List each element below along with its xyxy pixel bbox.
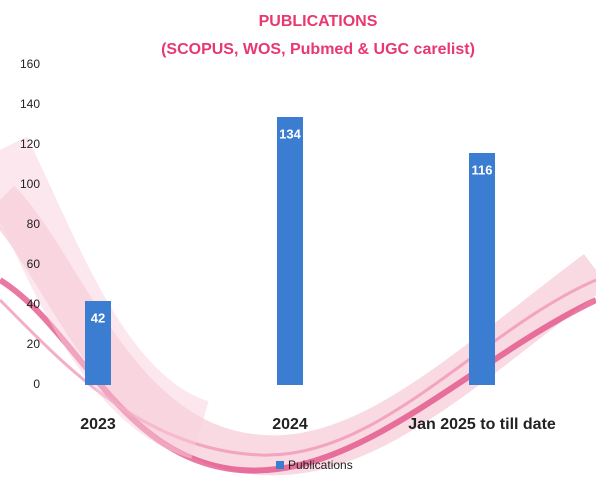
x-tick-label: 2024 [272, 416, 308, 433]
y-tick-label: 60 [27, 257, 41, 271]
value-label: 42 [91, 310, 105, 325]
y-tick-label: 0 [33, 377, 40, 391]
y-tick-label: 40 [27, 297, 41, 311]
bar [277, 117, 303, 385]
value-label: 134 [279, 126, 301, 141]
y-tick-label: 100 [20, 177, 40, 191]
legend-label: Publications [288, 458, 353, 472]
x-tick-label: 2023 [80, 416, 116, 433]
legend-swatch [276, 461, 284, 469]
y-tick-label: 120 [20, 137, 40, 151]
y-tick-label: 160 [20, 57, 40, 71]
chart-title: PUBLICATIONS [259, 13, 378, 30]
chart: PUBLICATIONS (SCOPUS, WOS, Pubmed & UGC … [0, 0, 596, 487]
chart-subtitle: (SCOPUS, WOS, Pubmed & UGC carelist) [161, 41, 475, 58]
bar [469, 153, 495, 385]
y-tick-label: 80 [27, 217, 41, 231]
y-tick-label: 20 [27, 337, 41, 351]
x-tick-label: Jan 2025 to till date [408, 416, 556, 433]
value-label: 116 [472, 162, 493, 177]
y-tick-label: 140 [20, 97, 40, 111]
